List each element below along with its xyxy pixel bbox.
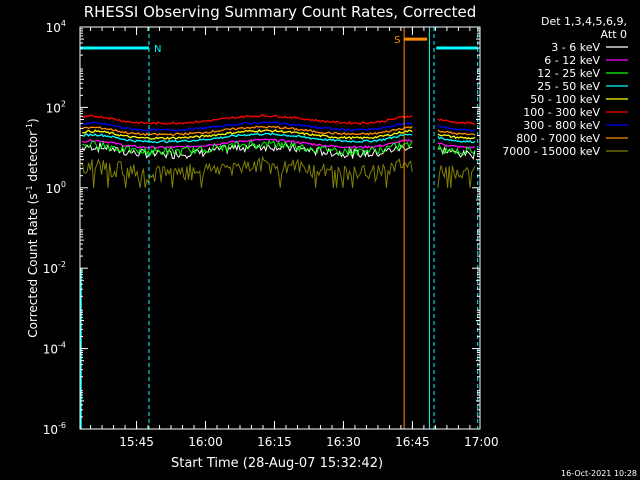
series-line bbox=[82, 120, 476, 133]
y-tick-label: 10-2 bbox=[43, 260, 66, 276]
series-line bbox=[82, 139, 476, 157]
plot-area: NS bbox=[80, 27, 479, 429]
legend-header: Det 1,3,4,5,6,9, bbox=[541, 15, 627, 28]
x-tick-label: 16:15 bbox=[257, 435, 292, 449]
x-axis-label: Start Time (28-Aug-07 15:32:42) bbox=[171, 456, 383, 471]
flag-label: N bbox=[154, 44, 161, 55]
x-tick-label: 16:30 bbox=[326, 435, 361, 449]
y-tick-label: 100 bbox=[46, 180, 66, 196]
x-tick-label: 15:45 bbox=[119, 435, 154, 449]
series-line bbox=[81, 125, 476, 137]
y-tick-exponent: -6 bbox=[58, 421, 66, 430]
legend-entry: 6 - 12 keV bbox=[544, 54, 600, 67]
legend-entry: 7000 - 15000 keV bbox=[502, 145, 600, 158]
series-line bbox=[81, 155, 476, 188]
footer-timestamp: 16-Oct-2021 10:28 bbox=[561, 469, 637, 478]
y-axis-label: Corrected Count Rate (s-1 detector-1) bbox=[25, 118, 40, 337]
axes: 10-6 10-4 10-2 100 102 104 15:45 16:00 16:15 16:3… bbox=[25, 19, 499, 449]
y-tick-label: 10-6 bbox=[43, 421, 66, 437]
y-tick-exponent: -4 bbox=[58, 341, 66, 350]
y-axis-label-part: -1 bbox=[25, 123, 34, 131]
legend-entry: 100 - 300 keV bbox=[523, 106, 600, 119]
y-tick-exponent: 0 bbox=[61, 180, 66, 189]
x-tick-label: 17:00 bbox=[464, 435, 499, 449]
flag-label: S bbox=[394, 35, 400, 46]
y-tick-exponent: 2 bbox=[61, 99, 66, 108]
chart-title: RHESSI Observing Summary Count Rates, Co… bbox=[84, 3, 477, 21]
x-tick-label: 16:00 bbox=[188, 435, 223, 449]
series-line bbox=[81, 138, 476, 150]
y-tick-label: 102 bbox=[46, 99, 66, 115]
legend-entry: 50 - 100 keV bbox=[530, 93, 600, 106]
y-tick-exponent: 4 bbox=[61, 19, 66, 28]
y-axis-label-part: Corrected Count Rate (s bbox=[26, 193, 40, 337]
y-tick-label: 10-4 bbox=[43, 341, 66, 357]
series-line bbox=[82, 129, 476, 140]
y-axis-label-part: -1 bbox=[25, 185, 34, 193]
legend-entry: 3 - 6 keV bbox=[551, 41, 600, 54]
legend-entry: 300 - 800 keV bbox=[523, 119, 600, 132]
y-axis-label-part: detector bbox=[26, 131, 40, 186]
y-axis-label-part: ) bbox=[26, 118, 40, 123]
y-tick-exponent: -2 bbox=[58, 260, 66, 269]
legend-header: Att 0 bbox=[601, 28, 627, 41]
x-tick-label: 16:45 bbox=[395, 435, 430, 449]
legend-entry: 12 - 25 keV bbox=[537, 67, 600, 80]
y-tick-label: 104 bbox=[46, 19, 66, 35]
plot-frame bbox=[79, 26, 481, 430]
legend-entry: 25 - 50 keV bbox=[537, 80, 600, 93]
series-line bbox=[81, 114, 476, 125]
legend-entry: 800 - 7000 keV bbox=[516, 132, 600, 145]
series-line bbox=[81, 132, 476, 144]
